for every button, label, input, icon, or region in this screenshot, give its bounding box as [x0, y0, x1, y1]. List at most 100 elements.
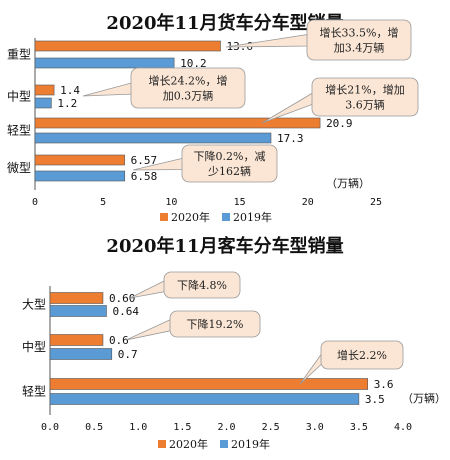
bar-2020-1 — [49, 292, 104, 304]
data-label-2020: 20.9 — [326, 117, 353, 130]
bar-2019-2 — [34, 97, 52, 109]
callout-box — [311, 77, 419, 117]
x-tick-label: 0 — [32, 197, 38, 208]
bar-2019-1 — [34, 57, 175, 69]
truck-sales-chart: 2020年11月货车分车型销量13.610.2重型1.41.2中型20.917.… — [7, 12, 419, 224]
callout-text: 增长33.5%，增 — [320, 26, 399, 40]
legend: 2020年 2019年 — [158, 437, 270, 451]
bar-2020-2 — [34, 84, 55, 96]
category-label: 重型 — [7, 48, 31, 62]
data-label-2019: 17.3 — [277, 132, 304, 145]
callout-seam — [307, 34, 313, 46]
data-label-2019: 3.5 — [365, 393, 385, 406]
callout-text: 3.6万辆 — [345, 98, 385, 112]
data-label-2019: 10.2 — [180, 57, 207, 70]
callout-text: 增长24.2%，增 — [149, 74, 228, 88]
callout-box — [320, 340, 404, 370]
data-label-2020: 3.6 — [374, 378, 394, 391]
unit-label: （万辆） — [402, 391, 446, 405]
legend-label-2019: 2019年 — [233, 210, 272, 224]
bar-2020-3 — [34, 117, 321, 129]
data-label-2020: 6.57 — [131, 154, 158, 167]
legend-label-2020: 2020年 — [169, 437, 208, 451]
x-tick-label: 3.5 — [350, 422, 368, 433]
annotation-callout: 增长21%，增加3.6万辆 — [261, 77, 419, 124]
unit-label: （万辆） — [326, 176, 370, 190]
data-label-2020: 0.6 — [109, 334, 129, 347]
x-tick-label: 2.5 — [262, 422, 280, 433]
bar-2019-3 — [49, 393, 360, 405]
x-tick-label: 3.0 — [306, 422, 324, 433]
annotation-callout: 增长24.2%，增加0.3万辆 — [82, 67, 246, 109]
x-tick-label: 1.5 — [173, 422, 191, 433]
callout-seam — [170, 318, 176, 330]
category-label: 轻型 — [7, 124, 31, 138]
x-tick-label: 25 — [370, 197, 382, 208]
legend-label-2020: 2020年 — [171, 210, 210, 224]
bar-2020-4 — [34, 154, 125, 166]
bar-2020-2 — [49, 334, 104, 346]
legend-swatch-2020 — [158, 440, 166, 448]
callout-pointer — [125, 317, 175, 341]
data-label-2019: 1.2 — [57, 97, 77, 110]
chart-title: 2020年11月货车分车型销量 — [106, 12, 343, 34]
annotation-callout: 下降19.2% — [125, 310, 261, 341]
callout-pointer — [129, 278, 169, 299]
callout-box — [181, 144, 278, 183]
legend-label-2019: 2019年 — [231, 437, 270, 451]
category-label: 轻型 — [22, 385, 46, 399]
callout-box — [163, 271, 241, 299]
data-label-2020: 1.4 — [60, 84, 80, 97]
callout-text: 增长2.2% — [337, 348, 387, 362]
annotation-callout: 增长33.5%，增加3.4万辆 — [225, 19, 412, 61]
callout-box — [169, 310, 261, 338]
category-label: 微型 — [7, 161, 31, 175]
callout-text: 加0.3万辆 — [163, 89, 214, 103]
category-label: 中型 — [7, 89, 31, 104]
callout-box — [130, 67, 246, 109]
legend-swatch-2019 — [220, 440, 228, 448]
data-label-2019: 0.64 — [112, 305, 139, 318]
callout-text: 下降0.2%，减 — [194, 149, 266, 163]
callout-seam — [164, 279, 170, 291]
x-tick-label: 5 — [100, 197, 106, 208]
callout-pointer — [82, 81, 136, 97]
callout-text: 加3.4万辆 — [334, 41, 385, 55]
bar-2019-3 — [34, 132, 272, 144]
data-label-2019: 6.58 — [131, 170, 158, 183]
callout-text: 增长21%，增加 — [325, 83, 404, 97]
x-tick-label: 10 — [165, 197, 177, 208]
bus-sales-chart: 2020年11月客车分车型销量 0.600.64 大型 0.60.7 中型 3.6 3.5 轻… — [22, 235, 446, 451]
callout-seam — [131, 82, 137, 94]
callout-seam — [312, 91, 318, 103]
callout-seam — [182, 158, 188, 169]
legend: 2020年 2019年 — [160, 210, 272, 224]
x-tick-label: 1.0 — [129, 422, 147, 433]
category-label: 大型 — [22, 298, 46, 312]
category-label: 中型 — [22, 339, 46, 354]
x-tick-label: 15 — [234, 197, 246, 208]
x-tick-label: 0.5 — [85, 422, 103, 433]
legend-swatch-2020 — [160, 213, 168, 221]
x-tick-label: 4.0 — [394, 422, 412, 433]
x-tick-label: 20 — [302, 197, 314, 208]
bar-2019-4 — [34, 170, 126, 182]
callout-text: 下降4.8% — [177, 278, 227, 292]
bar-2019-1 — [49, 305, 107, 317]
data-label-2020: 0.60 — [109, 292, 136, 305]
chart-title: 2020年11月客车分车型销量 — [106, 235, 343, 257]
callout-box — [306, 19, 412, 61]
callout-text: 少162辆 — [208, 164, 251, 178]
callout-text: 下降19.2% — [187, 317, 244, 331]
bar-2019-2 — [49, 348, 113, 360]
x-tick-label: 0.0 — [41, 422, 59, 433]
bar-2020-3 — [49, 378, 369, 390]
annotation-callout: 增长2.2% — [299, 340, 404, 385]
x-tick-label: 2.0 — [217, 422, 235, 433]
callout-seam — [321, 349, 327, 361]
legend-swatch-2019 — [222, 213, 230, 221]
data-label-2019: 0.7 — [118, 348, 138, 361]
